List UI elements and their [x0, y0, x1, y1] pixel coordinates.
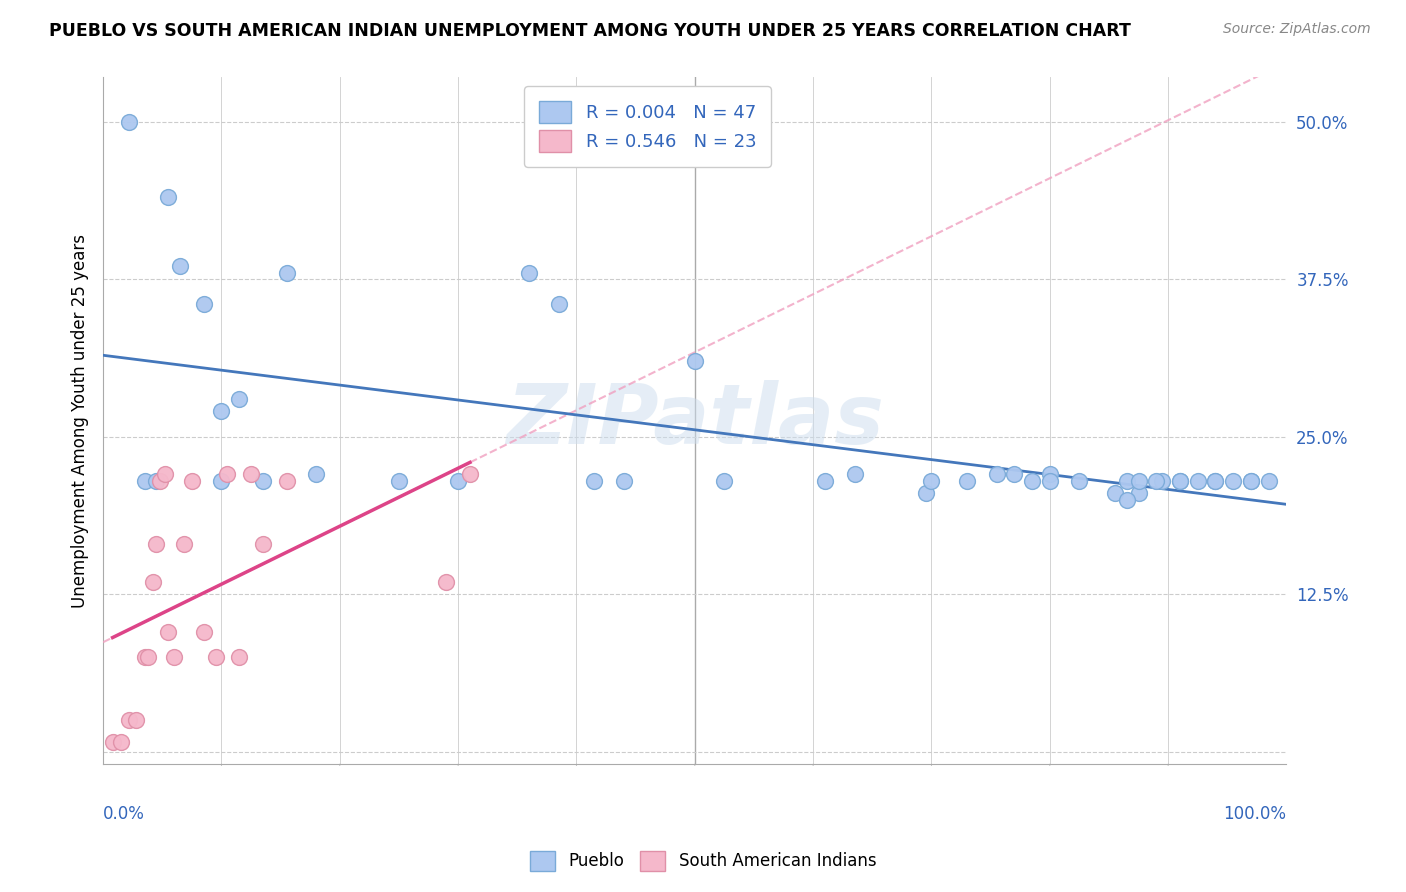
Point	[204, 650, 226, 665]
Text: PUEBLO VS SOUTH AMERICAN INDIAN UNEMPLOYMENT AMONG YOUTH UNDER 25 YEARS CORRELAT: PUEBLO VS SOUTH AMERICAN INDIAN UNEMPLOY…	[49, 22, 1130, 40]
Point	[447, 474, 470, 488]
Point	[252, 474, 274, 488]
Point	[145, 537, 167, 551]
Point	[252, 537, 274, 551]
Point	[1002, 467, 1025, 482]
Point	[1240, 474, 1263, 488]
Point	[276, 266, 298, 280]
Point	[547, 297, 569, 311]
Point	[613, 474, 636, 488]
Point	[1168, 474, 1191, 488]
Point	[193, 297, 215, 311]
Point	[149, 474, 172, 488]
Point	[211, 474, 233, 488]
Point	[276, 474, 298, 488]
Point	[1187, 474, 1209, 488]
Point	[517, 266, 540, 280]
Point	[920, 474, 942, 488]
Text: ZIPatlas: ZIPatlas	[506, 380, 884, 461]
Point	[180, 474, 202, 488]
Legend: Pueblo, South American Indians: Pueblo, South American Indians	[522, 842, 884, 880]
Point	[110, 734, 132, 748]
Point	[914, 486, 936, 500]
Point	[125, 713, 148, 727]
Point	[217, 467, 239, 482]
Point	[1168, 474, 1191, 488]
Point	[1021, 474, 1043, 488]
Point	[1115, 474, 1137, 488]
Point	[101, 734, 124, 748]
Point	[142, 574, 165, 589]
Point	[1204, 474, 1226, 488]
Point	[134, 474, 156, 488]
Point	[157, 624, 180, 639]
Point	[134, 650, 156, 665]
Point	[1039, 474, 1062, 488]
Point	[1152, 474, 1174, 488]
Point	[1128, 474, 1150, 488]
Point	[1104, 486, 1126, 500]
Point	[145, 474, 167, 488]
Point	[458, 467, 481, 482]
Point	[240, 467, 263, 482]
Point	[683, 354, 706, 368]
Y-axis label: Unemployment Among Youth under 25 years: Unemployment Among Youth under 25 years	[72, 234, 89, 607]
Point	[305, 467, 328, 482]
Point	[173, 537, 195, 551]
Point	[153, 467, 176, 482]
Point	[1222, 474, 1244, 488]
Text: Source: ZipAtlas.com: Source: ZipAtlas.com	[1223, 22, 1371, 37]
Point	[713, 474, 735, 488]
Point	[169, 260, 191, 274]
Point	[1240, 474, 1263, 488]
Point	[986, 467, 1008, 482]
Point	[1257, 474, 1279, 488]
Point	[163, 650, 186, 665]
Point	[211, 404, 233, 418]
Point	[583, 474, 606, 488]
Point	[1039, 467, 1062, 482]
Point	[118, 713, 141, 727]
Text: 0.0%: 0.0%	[103, 805, 145, 823]
Point	[844, 467, 866, 482]
Point	[814, 474, 837, 488]
Point	[118, 114, 141, 128]
Point	[228, 650, 250, 665]
Text: 100.0%: 100.0%	[1223, 805, 1286, 823]
Point	[1128, 486, 1150, 500]
Point	[388, 474, 411, 488]
Point	[1069, 474, 1091, 488]
Point	[136, 650, 159, 665]
Point	[1144, 474, 1167, 488]
Point	[956, 474, 979, 488]
Legend: R = 0.004   N = 47, R = 0.546   N = 23: R = 0.004 N = 47, R = 0.546 N = 23	[524, 87, 770, 167]
Point	[1204, 474, 1226, 488]
Point	[228, 392, 250, 406]
Point	[193, 624, 215, 639]
Point	[157, 190, 180, 204]
Point	[434, 574, 457, 589]
Point	[1115, 492, 1137, 507]
